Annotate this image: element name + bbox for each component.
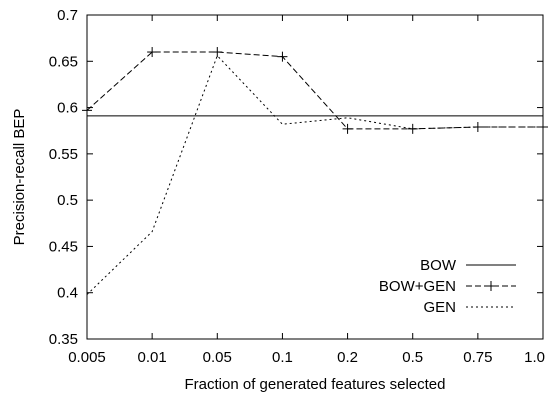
plot-frame: [86, 14, 544, 340]
y-tick-label: 0.55: [49, 146, 78, 163]
data-point-marker: [147, 47, 158, 58]
series-lines: [82, 47, 548, 295]
x-tick-label: 0.75: [463, 349, 492, 366]
data-point-marker: [277, 51, 288, 62]
x-tick-label: 0.01: [138, 349, 167, 366]
legend-label: BOW+GEN: [379, 278, 456, 295]
x-tick-label: 0.005: [68, 349, 106, 366]
y-tick-label: 0.6: [57, 100, 78, 117]
axis-ticks: 0.35 0.4 0.45 0.5 0.55 0.6 0.65 0.7 0.005 0.01 0.0…: [49, 7, 545, 366]
y-tick-label: 0.65: [49, 53, 78, 70]
x-tick-label: 0.1: [272, 349, 293, 366]
data-point-marker: [407, 123, 418, 134]
y-axis-label: Precision-recall BEP: [11, 109, 28, 246]
series-line-bow-gen: [86, 51, 543, 130]
x-tick-label: 0.05: [203, 349, 232, 366]
legend-marker: [486, 281, 496, 291]
y-tick-label: 0.45: [49, 238, 78, 255]
legend: BOW BOW+GEN GEN: [379, 257, 516, 316]
x-tick-label: 1.0: [524, 349, 545, 366]
legend-label: BOW: [420, 257, 457, 274]
data-point-marker: [212, 47, 223, 58]
y-tick-label: 0.35: [49, 331, 78, 348]
y-tick-label: 0.5: [57, 192, 78, 209]
x-axis-label: Fraction of generated features selected: [185, 376, 446, 393]
series-line-gen: [86, 54, 543, 295]
y-tick-label: 0.4: [57, 285, 78, 302]
y-tick-label: 0.7: [57, 7, 78, 24]
legend-label: GEN: [423, 299, 456, 316]
data-point-marker: [342, 123, 353, 134]
x-tick-label: 0.5: [402, 349, 423, 366]
x-tick-label: 0.2: [337, 349, 358, 366]
